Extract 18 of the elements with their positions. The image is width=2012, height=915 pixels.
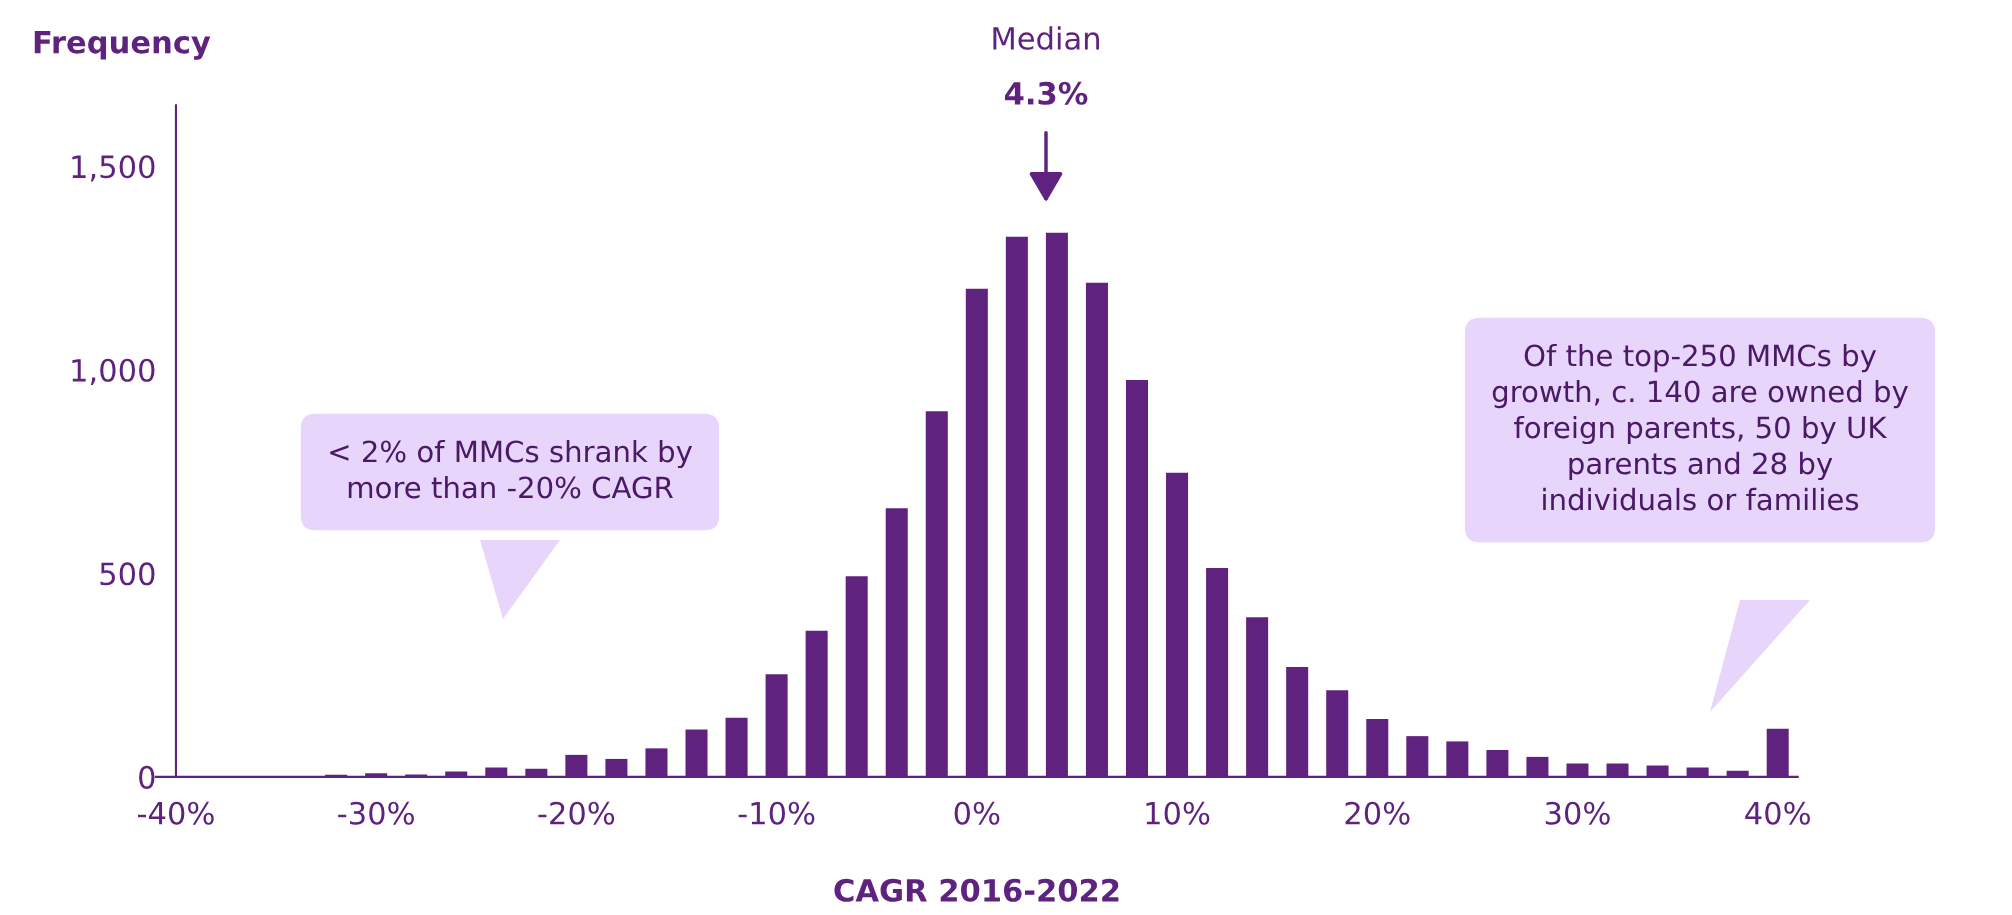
x-tick-label: 0% xyxy=(954,801,1000,825)
x-tick-label: -40% xyxy=(137,801,214,825)
annotation: < 2% of MMCs shrank by more than -20% CAGR xyxy=(330,439,693,499)
y-axis-title: Frequency xyxy=(34,30,211,60)
x-tick-label: 20% xyxy=(1345,801,1410,825)
y-tick-label: 500 xyxy=(100,562,155,586)
x-tick-label: 40% xyxy=(1745,801,1810,825)
x-tick-label: 30% xyxy=(1545,801,1610,825)
x-tick-label: 10% xyxy=(1146,801,1210,825)
x-axis-title: CAGR 2016-2022 xyxy=(834,878,1119,902)
y-tick-label: 1,000 xyxy=(72,358,155,385)
y-tick-label: 1,500 xyxy=(72,155,155,182)
text: Median 4.3% xyxy=(993,26,1099,105)
annotation: Of the top-250 MMCs by growth, c. 140 are owned by foreign parents, 50 by UK parents and 28 by individuals or families xyxy=(1492,343,1908,511)
x-tick-label: -20% xyxy=(538,801,615,825)
y-tick-label: 0 xyxy=(139,765,155,789)
x-tick-label: -30% xyxy=(338,801,414,825)
x-tick-label: -10% xyxy=(738,801,815,825)
